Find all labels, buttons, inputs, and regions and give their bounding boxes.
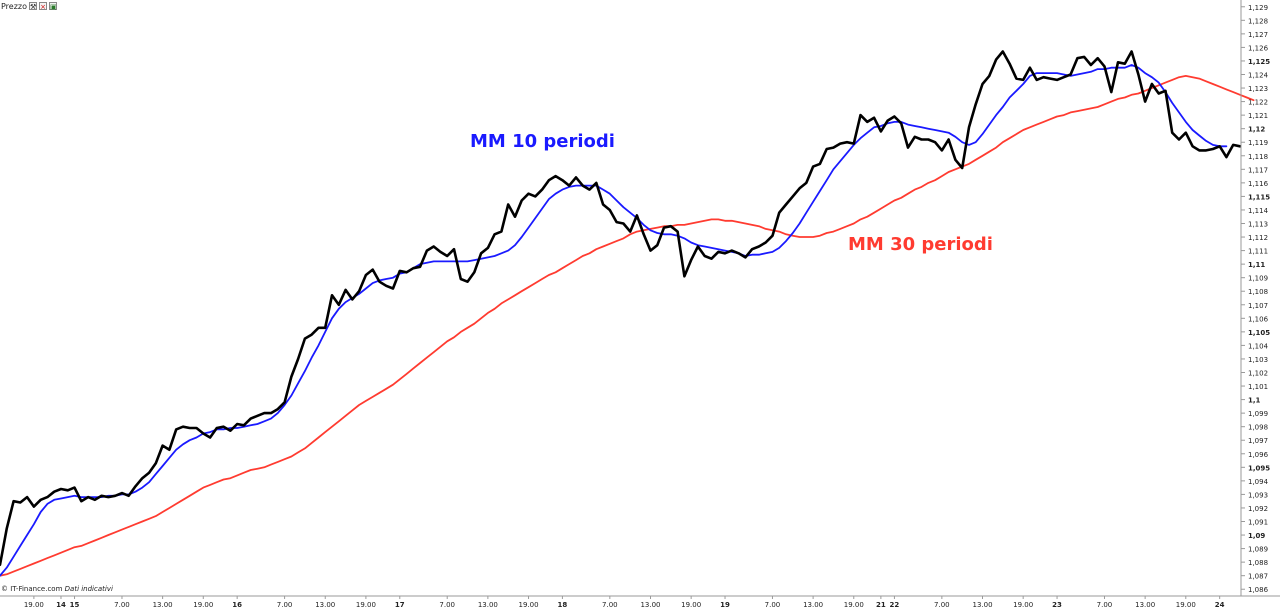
x-tick-label: 19.00 bbox=[356, 601, 376, 609]
toolbar-label: Prezzo bbox=[1, 1, 28, 11]
y-tick-label: 1,106 bbox=[1248, 315, 1269, 323]
x-tick-label: 19 bbox=[720, 601, 730, 609]
y-tick-label: 1,112 bbox=[1248, 234, 1268, 242]
y-tick-label: 1,091 bbox=[1248, 519, 1268, 527]
x-tick-label: 19.00 bbox=[193, 601, 213, 609]
y-tick-label: 1,128 bbox=[1248, 17, 1268, 25]
maximize-icon[interactable]: ▣ bbox=[49, 2, 58, 11]
y-tick-label: 1,103 bbox=[1248, 356, 1268, 364]
x-axis: 19.00 14 15 7.00 13.00 19.00 16 7.00 13.00 19.00 1… bbox=[24, 596, 1225, 609]
y-tick-label: 1,089 bbox=[1248, 546, 1268, 554]
x-tick-label: 19.00 bbox=[519, 601, 539, 609]
x-tick-label: 7.00 bbox=[765, 601, 781, 609]
y-tick-label: 1,107 bbox=[1248, 302, 1268, 310]
y-axis: 1,129 1,128 1,127 1,126 1,125 1,124 1,123 1,122… bbox=[1241, 4, 1270, 594]
y-tick-label: 1,111 bbox=[1248, 248, 1268, 256]
x-tick-label: 24 bbox=[1215, 601, 1225, 609]
y-tick-label: 1,098 bbox=[1248, 424, 1268, 432]
y-tick-label: 1,105 bbox=[1248, 329, 1270, 337]
y-tick-label: 1,127 bbox=[1248, 31, 1268, 39]
x-tick-label: 13.00 bbox=[640, 601, 660, 609]
x-tick-label: 7.00 bbox=[602, 601, 618, 609]
x-tick-label: 19.00 bbox=[1176, 601, 1196, 609]
y-tick-label: 1,129 bbox=[1248, 4, 1268, 12]
y-tick-label: 1,1 bbox=[1248, 397, 1261, 405]
y-tick-label: 1,101 bbox=[1248, 383, 1268, 391]
chart-toolbar: Prezzo ⚒ × ▣ bbox=[1, 1, 58, 11]
ma30-label: MM 30 periodi bbox=[848, 234, 993, 255]
x-tick-label: 15 bbox=[70, 601, 80, 609]
y-tick-label: 1,118 bbox=[1248, 153, 1268, 161]
y-tick-label: 1,126 bbox=[1248, 44, 1269, 52]
x-tick-label: 13.00 bbox=[153, 601, 173, 609]
y-tick-label: 1,095 bbox=[1248, 464, 1270, 472]
y-tick-label: 1,113 bbox=[1248, 221, 1268, 229]
x-tick-label: 17 bbox=[395, 601, 405, 609]
credit-note: Dati indicativi bbox=[64, 585, 113, 593]
y-tick-label: 1,102 bbox=[1248, 370, 1268, 378]
x-tick-label: 16 bbox=[232, 601, 242, 609]
y-tick-label: 1,104 bbox=[1248, 342, 1269, 350]
x-tick-label: 13.00 bbox=[315, 601, 335, 609]
y-tick-label: 1,108 bbox=[1248, 288, 1268, 296]
source-credit: © IT-Finance.com Dati indicativi bbox=[1, 585, 113, 593]
x-tick-label: 7.00 bbox=[1097, 601, 1113, 609]
y-tick-label: 1,088 bbox=[1248, 559, 1268, 567]
y-tick-label: 1,096 bbox=[1248, 451, 1269, 459]
x-tick-label: 13.00 bbox=[478, 601, 498, 609]
x-tick-label: 23 bbox=[1052, 601, 1062, 609]
x-tick-label: 7.00 bbox=[277, 601, 293, 609]
wrench-icon[interactable]: ⚒ bbox=[29, 2, 38, 11]
y-tick-label: 1,12 bbox=[1248, 126, 1265, 134]
y-tick-label: 1,121 bbox=[1248, 112, 1268, 120]
y-tick-label: 1,11 bbox=[1248, 261, 1265, 269]
y-tick-label: 1,119 bbox=[1248, 139, 1268, 147]
y-tick-label: 1,094 bbox=[1248, 478, 1269, 486]
x-tick-label: 13.00 bbox=[1135, 601, 1155, 609]
chart-series bbox=[0, 50, 1255, 577]
x-tick-label: 19.00 bbox=[24, 601, 44, 609]
y-tick-label: 1,087 bbox=[1248, 573, 1268, 581]
y-tick-label: 1,125 bbox=[1248, 58, 1270, 66]
x-tick-label: 22 bbox=[890, 601, 900, 609]
price-series-line bbox=[0, 50, 1242, 567]
x-tick-label: 19.00 bbox=[844, 601, 864, 609]
y-tick-label: 1,092 bbox=[1248, 505, 1268, 513]
y-tick-label: 1,109 bbox=[1248, 275, 1268, 283]
x-tick-label: 21 bbox=[876, 601, 886, 609]
y-tick-label: 1,124 bbox=[1248, 72, 1269, 80]
x-tick-label: 14 bbox=[56, 601, 66, 609]
x-tick-label: 13.00 bbox=[972, 601, 992, 609]
y-tick-label: 1,123 bbox=[1248, 85, 1268, 93]
x-tick-label: 7.00 bbox=[934, 601, 950, 609]
y-tick-label: 1,116 bbox=[1248, 180, 1269, 188]
credit-source: © IT-Finance.com bbox=[1, 585, 63, 593]
y-tick-label: 1,093 bbox=[1248, 491, 1268, 499]
ma30-series-line bbox=[0, 75, 1255, 577]
y-tick-label: 1,117 bbox=[1248, 166, 1268, 174]
y-tick-label: 1,099 bbox=[1248, 410, 1268, 418]
y-tick-label: 1,122 bbox=[1248, 99, 1268, 107]
x-tick-label: 19.00 bbox=[1013, 601, 1033, 609]
x-tick-label: 18 bbox=[558, 601, 568, 609]
close-icon[interactable]: × bbox=[39, 2, 48, 11]
x-tick-label: 13.00 bbox=[803, 601, 823, 609]
y-tick-label: 1,115 bbox=[1248, 193, 1270, 201]
y-tick-label: 1,097 bbox=[1248, 437, 1268, 445]
ma10-label: MM 10 periodi bbox=[470, 131, 615, 152]
x-tick-label: 7.00 bbox=[439, 601, 455, 609]
y-tick-label: 1,086 bbox=[1248, 586, 1269, 594]
y-tick-label: 1,09 bbox=[1248, 532, 1265, 540]
x-tick-label: 19.00 bbox=[681, 601, 701, 609]
y-tick-label: 1,114 bbox=[1248, 207, 1269, 215]
x-tick-label: 7.00 bbox=[114, 601, 130, 609]
